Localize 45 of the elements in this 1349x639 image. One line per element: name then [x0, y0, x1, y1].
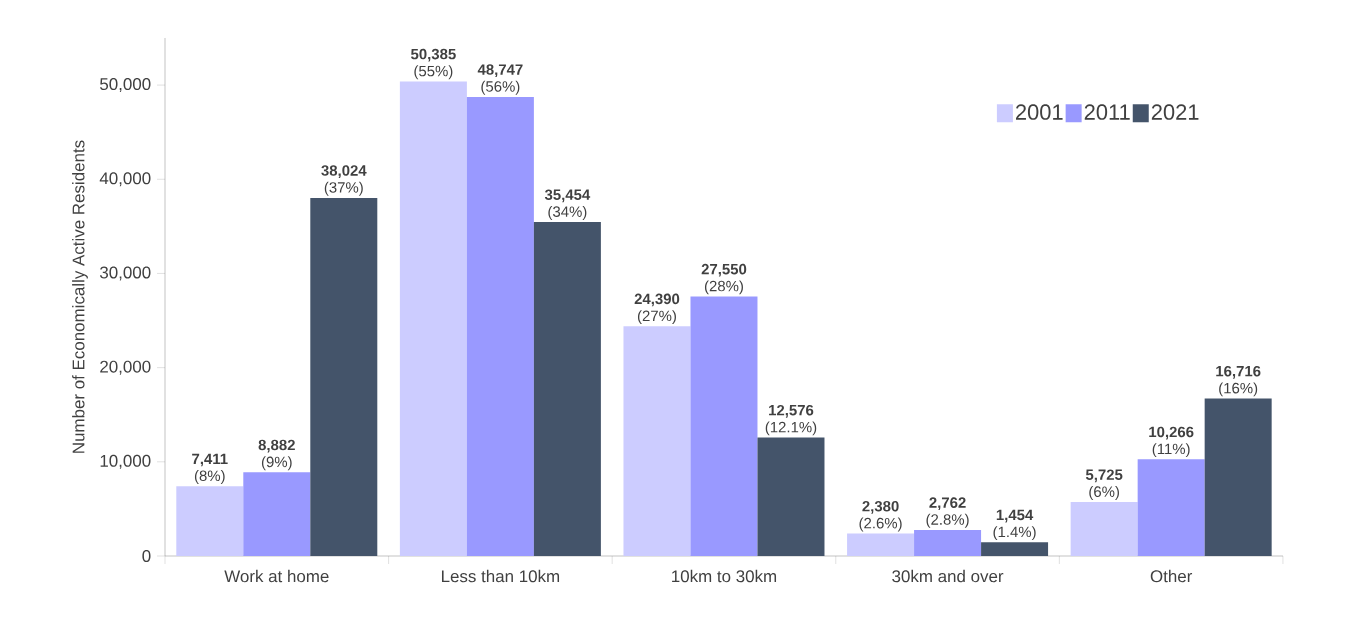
- data-label: 16,716 (16%): [1216, 365, 1261, 397]
- bar: [399, 81, 467, 556]
- bar: [1137, 459, 1205, 556]
- y-tick-label: 20,000: [100, 360, 151, 375]
- data-label: 7,411 (8%): [192, 453, 228, 484]
- legend-label: 2021: [1151, 104, 1199, 120]
- y-tick-label: 30,000: [99, 266, 151, 281]
- data-label: 1,454 (1.4%): [993, 509, 1036, 541]
- data-label: 24,390 (27%): [634, 293, 680, 325]
- data-label: 2,380 (2.6%): [859, 500, 902, 532]
- y-tick-label: 50,000: [100, 78, 151, 93]
- legend-label: 2011: [1084, 104, 1130, 120]
- x-tick-label: Other: [1150, 569, 1193, 583]
- bar: [623, 326, 691, 556]
- bar: [243, 472, 311, 556]
- legend-label: 2001: [1016, 104, 1063, 120]
- x-tick-label: Less than 10km: [441, 569, 560, 583]
- y-tick-label: 0: [142, 550, 151, 562]
- bar: [690, 296, 758, 556]
- bar: [914, 529, 982, 556]
- data-label: 48,747 (56%): [477, 64, 523, 95]
- bar: [847, 533, 915, 556]
- bar: [533, 222, 601, 556]
- x-tick-label: 30km and over: [892, 569, 1004, 583]
- bar: [757, 437, 825, 556]
- bar: [1204, 398, 1272, 556]
- data-label: 50,385 (55%): [410, 48, 456, 80]
- bar: [1070, 502, 1138, 556]
- y-tick-label: 40,000: [99, 172, 151, 187]
- data-label: 2,762 (2.8%): [926, 497, 969, 528]
- y-tick-label: 10,000: [100, 454, 151, 469]
- data-label: 12,576 (12.1%): [765, 404, 817, 436]
- bar: [466, 96, 534, 556]
- x-tick-label: 10km to 30km: [672, 569, 777, 583]
- data-label: 10,266 (11%): [1149, 426, 1194, 458]
- bar: [176, 486, 244, 556]
- bar: [981, 542, 1049, 556]
- data-label: 8,882 (9%): [258, 439, 295, 471]
- y-axis-title: Number of Economically Active Residents: [72, 140, 88, 453]
- bar: [310, 197, 378, 556]
- data-label: 5,725 (6%): [1085, 469, 1123, 500]
- data-label: 35,454 (34%): [544, 189, 591, 220]
- x-tick-label: Work at home: [224, 569, 329, 583]
- data-label: 27,550 (28%): [701, 263, 747, 295]
- data-label: 38,024 (37%): [321, 165, 367, 196]
